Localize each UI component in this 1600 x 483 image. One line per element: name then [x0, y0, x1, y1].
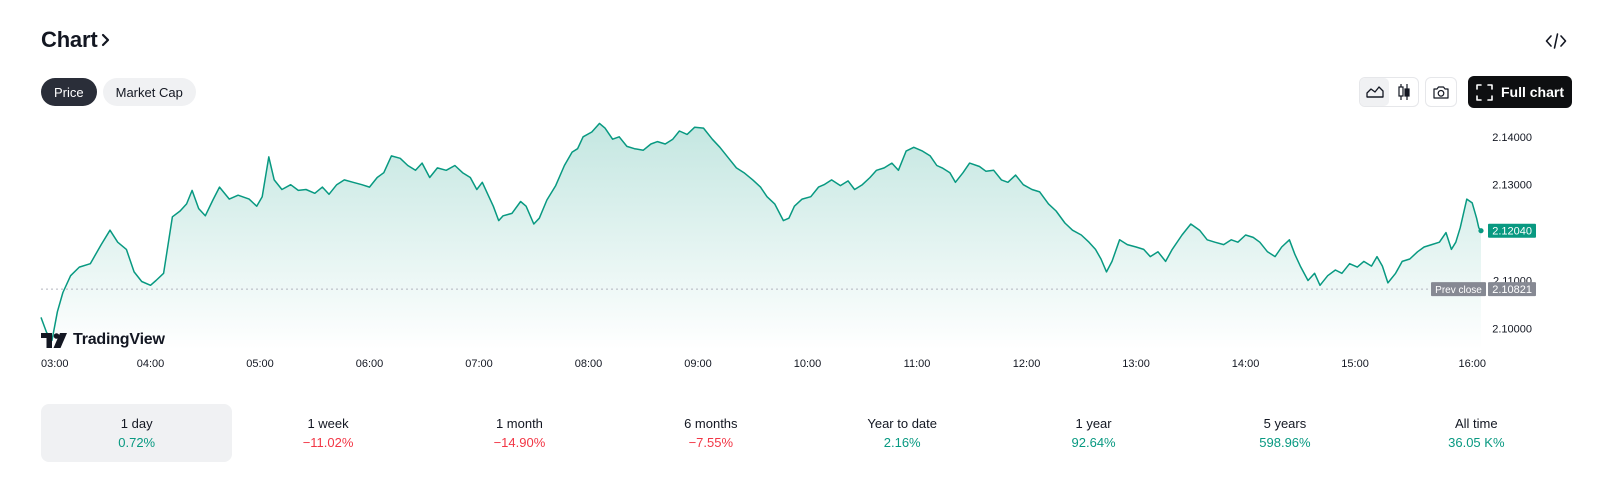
chart-title-link[interactable]: Chart	[41, 27, 111, 53]
x-tick-label: 12:00	[1013, 358, 1041, 370]
prev-close-value: 2.10821	[1492, 284, 1532, 296]
period-label: 5 years	[1263, 416, 1307, 431]
period-button[interactable]: Year to date 2.16%	[807, 404, 998, 462]
period-button[interactable]: 1 year 92.64%	[998, 404, 1189, 462]
x-tick-label: 06:00	[356, 358, 384, 370]
tradingview-logo[interactable]: TradingView	[41, 331, 165, 349]
x-tick-label: 11:00	[904, 358, 931, 370]
period-button[interactable]: All time 36.05 K%	[1381, 404, 1572, 462]
x-tick-label: 08:00	[575, 358, 603, 370]
prev-close-label-bg	[1431, 282, 1486, 297]
period-label: Year to date	[867, 416, 937, 431]
period-label: All time	[1455, 416, 1498, 431]
tab-price[interactable]: Price	[41, 78, 97, 106]
period-change: 92.64%	[1071, 435, 1116, 450]
y-tick-label: 2.13000	[1492, 180, 1532, 192]
last-price-value: 2.12040	[1492, 226, 1532, 238]
last-price-badge: 2.12040	[1488, 223, 1536, 238]
full-chart-button[interactable]: Full chart	[1468, 76, 1572, 108]
x-tick-label: 04:00	[137, 358, 165, 370]
x-tick-label: 14:00	[1232, 358, 1260, 370]
x-tick-label: 15:00	[1341, 358, 1369, 370]
page-title: Chart	[41, 27, 98, 52]
camera-icon	[1433, 85, 1449, 99]
x-tick-label: 03:00	[41, 358, 69, 370]
x-tick-label: 05:00	[246, 358, 274, 370]
chart-tabs: Price Market Cap	[41, 78, 196, 106]
chevron-right-icon	[102, 33, 110, 47]
period-change: 2.16%	[883, 435, 921, 450]
period-button[interactable]: 1 day 0.72%	[41, 404, 233, 462]
period-button[interactable]: 1 week −11.02%	[232, 404, 423, 462]
period-label: 6 months	[684, 416, 738, 431]
price-area	[41, 123, 1481, 351]
fullscreen-icon	[1476, 83, 1493, 101]
prev-close-value-bg	[1488, 282, 1536, 297]
period-label: 1 year	[1075, 416, 1112, 431]
prev-close-label: Prev close	[1435, 285, 1482, 296]
last-price-badge-bg	[1488, 223, 1536, 238]
y-tick-label: 2.10000	[1492, 323, 1532, 335]
snapshot-button[interactable]	[1425, 77, 1457, 107]
x-tick-label: 10:00	[794, 358, 822, 370]
last-price-dot	[1478, 228, 1484, 234]
period-change: 0.72%	[118, 435, 156, 450]
price-line	[40, 122, 1482, 342]
tab-market-cap-label: Market Cap	[115, 84, 183, 100]
period-label: 1 month	[495, 416, 543, 431]
x-tick-label: 07:00	[465, 358, 493, 370]
period-change: −11.02%	[302, 435, 354, 450]
tradingview-wordmark: TradingView	[73, 331, 165, 348]
period-change: −7.55%	[688, 435, 734, 450]
period-label: 1 week	[307, 416, 349, 431]
x-tick-label: 13:00	[1122, 358, 1150, 370]
period-change: 598.96%	[1259, 435, 1311, 450]
period-label: 1 day	[120, 416, 153, 431]
candlestick-icon	[1397, 84, 1410, 100]
embed-code-icon[interactable]	[1545, 31, 1567, 51]
area-chart-button[interactable]	[1360, 78, 1389, 106]
period-button[interactable]: 6 months −7.55%	[615, 404, 806, 462]
period-selector: 1 day 0.72% 1 week −11.02% 1 month −14.90% 6 m…	[41, 404, 1572, 462]
full-chart-label: Full chart	[1500, 84, 1564, 100]
x-tick-label: 09:00	[684, 358, 712, 370]
period-change: 36.05 K%	[1448, 435, 1505, 450]
x-tick-label: 16:00	[1458, 358, 1486, 370]
area-chart-icon	[1365, 86, 1384, 98]
tab-market-cap[interactable]: Market Cap	[102, 78, 196, 106]
y-tick-label: 2.14000	[1492, 132, 1532, 144]
candlestick-chart-button[interactable]	[1389, 78, 1418, 106]
period-button[interactable]: 5 years 598.96%	[1189, 404, 1380, 462]
prev-close-badge: Prev close 2.10821	[1431, 282, 1536, 297]
tab-price-label: Price	[54, 84, 84, 100]
period-change: −14.90%	[493, 435, 546, 450]
period-button[interactable]: 1 month −14.90%	[424, 404, 615, 462]
chart-type-toggle	[1359, 77, 1419, 107]
tradingview-logo-icon	[41, 332, 67, 348]
